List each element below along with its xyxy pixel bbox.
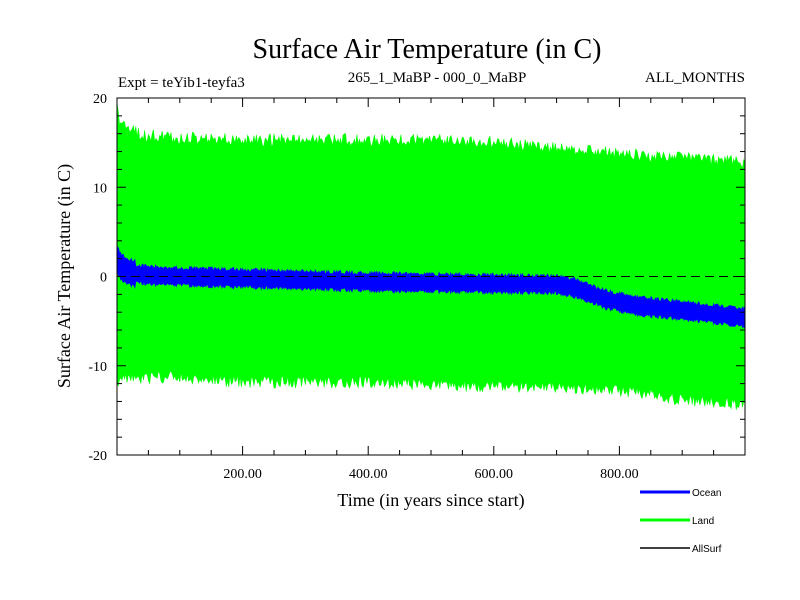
subtitle-right: ALL_MONTHS xyxy=(645,70,745,86)
y-tick-label: 20 xyxy=(93,92,107,107)
y-tick-label: -20 xyxy=(88,449,107,464)
plot-area xyxy=(116,102,746,411)
legend: Ocean Land AllSurf xyxy=(640,488,722,555)
subtitle-left: Expt = teYib1-teyfa3 xyxy=(118,75,245,91)
subtitle-center: 265_1_MaBP - 000_0_MaBP xyxy=(348,70,527,86)
x-tick-label: 600.00 xyxy=(475,467,514,482)
x-tick-label: 400.00 xyxy=(349,467,388,482)
y-axis-label: Surface Air Temperature (in C) xyxy=(54,164,75,388)
x-tick-label: 800.00 xyxy=(600,467,639,482)
chart-title: Surface Air Temperature (in C) xyxy=(253,34,602,65)
x-axis-label: Time (in years since start) xyxy=(337,490,524,511)
x-tick-label: 200.00 xyxy=(223,467,262,482)
land-band xyxy=(116,102,746,411)
legend-label-ocean: Ocean xyxy=(692,488,721,499)
axes: 200.00 400.00 600.00 800.00 -20 -10 0 10 20 xyxy=(88,92,746,482)
y-tick-label: -10 xyxy=(88,360,107,375)
legend-label-allsurf: AllSurf xyxy=(692,544,722,555)
y-tick-label: 0 xyxy=(100,271,107,286)
legend-label-land: Land xyxy=(692,516,714,527)
y-tick-label: 10 xyxy=(93,181,107,196)
